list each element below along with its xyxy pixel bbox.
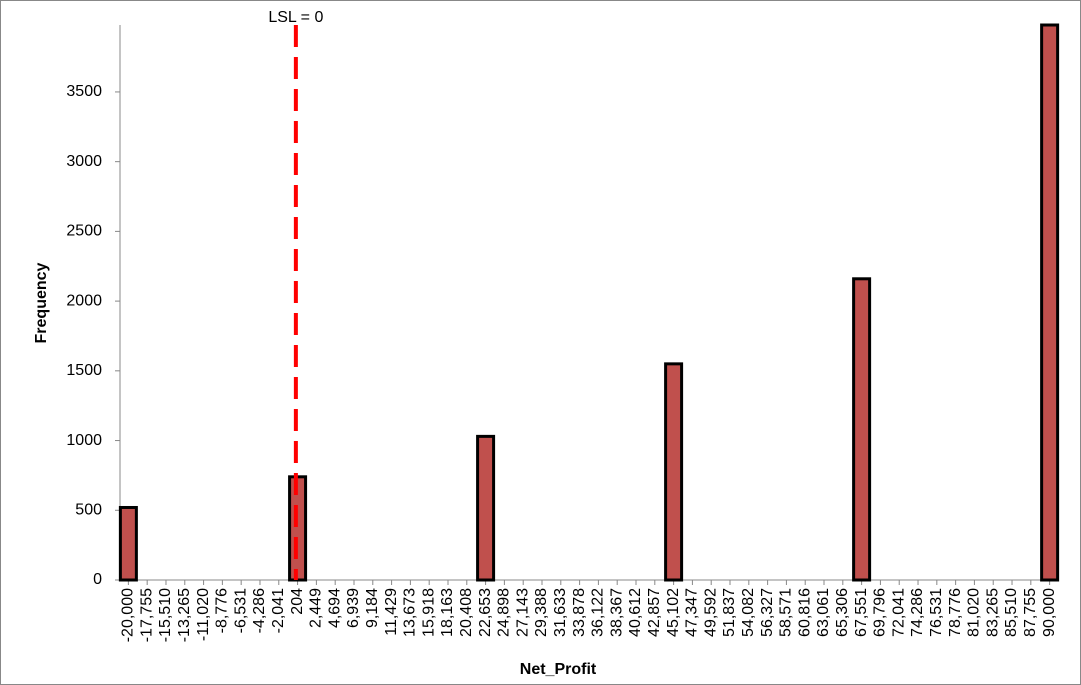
x-tick-label: 24,898 [496, 588, 513, 637]
x-tick-label: 65,306 [834, 588, 851, 637]
x-tick-label: -13,265 [176, 588, 193, 642]
x-tick-label: 60,816 [796, 588, 813, 637]
x-tick-label: 74,286 [909, 588, 926, 637]
x-tick-label: 29,388 [533, 588, 550, 637]
x-tick-label: 54,082 [740, 588, 757, 637]
x-tick-label: 2,449 [308, 588, 325, 628]
y-tick-label: 2000 [66, 292, 102, 309]
lsl-label: LSL = 0 [268, 9, 323, 26]
bar [476, 434, 496, 582]
x-tick-label: 69,796 [872, 588, 889, 637]
y-axis-title: Frequency [33, 262, 50, 343]
y-tick-label: 0 [93, 571, 102, 588]
x-tick-label: 40,612 [627, 588, 644, 637]
x-tick-label: 38,367 [608, 588, 625, 637]
x-tick-label: -11,020 [195, 588, 212, 641]
x-tick-label: 9,184 [364, 588, 381, 628]
x-tick-label: 11,429 [383, 588, 400, 636]
bar [852, 277, 872, 582]
x-tick-label: 90,000 [1041, 588, 1058, 637]
x-tick-label: -4,286 [251, 588, 268, 633]
x-tick-label: 47,347 [684, 588, 701, 637]
y-tick-label: 1500 [66, 362, 102, 379]
x-axis-title: Net_Profit [520, 661, 597, 678]
x-tick-label: 85,510 [1003, 588, 1020, 637]
x-tick-label: 83,265 [984, 588, 1001, 637]
x-tick-label: 204 [289, 588, 306, 615]
x-tick-label: 76,531 [928, 588, 945, 637]
x-tick-label: 56,327 [759, 588, 776, 637]
x-tick-label: 42,857 [646, 588, 663, 637]
x-tick-label: 49,592 [702, 588, 719, 637]
x-tick-label: -15,510 [157, 588, 174, 642]
x-tick-label: 58,571 [778, 588, 795, 637]
x-tick-label: 36,122 [590, 588, 607, 637]
y-tick-label: 2500 [66, 223, 102, 240]
x-tick-label: 13,673 [402, 588, 419, 637]
x-tick-label: 51,837 [721, 588, 738, 637]
y-tick-label: 500 [75, 501, 102, 518]
x-tick-label: 20,408 [458, 588, 475, 637]
y-tick-label: 3000 [66, 153, 102, 170]
bar [1040, 23, 1060, 582]
x-tick-label: 87,755 [1022, 588, 1039, 637]
x-tick-label: 81,020 [966, 588, 983, 637]
x-tick-label: 4,694 [326, 588, 343, 628]
x-tick-label: -20,000 [120, 588, 137, 642]
x-tick-label: -6,531 [232, 588, 249, 633]
y-tick-label: 1000 [66, 432, 102, 449]
x-tick-label: -2,041 [270, 588, 287, 633]
x-tick-label: 72,041 [890, 588, 907, 637]
x-tick-label: 27,143 [514, 588, 531, 637]
x-tick-label: 22,653 [477, 588, 494, 637]
bar [664, 362, 684, 582]
x-tick-label: 6,939 [345, 588, 362, 628]
x-tick-label: 15,918 [420, 588, 437, 637]
y-tick-label: 3500 [66, 83, 102, 100]
x-tick-label: -8,776 [214, 588, 231, 633]
x-tick-label: 45,102 [665, 588, 682, 637]
x-tick-label: -17,755 [138, 588, 155, 642]
x-tick-label: 67,551 [853, 588, 870, 637]
bar [118, 505, 138, 582]
x-tick-label: 78,776 [947, 588, 964, 637]
x-tick-label: 33,878 [571, 588, 588, 637]
x-tick-label: 31,633 [552, 588, 569, 637]
x-tick-label: 63,061 [815, 588, 832, 637]
x-tick-label: 18,163 [439, 588, 456, 637]
